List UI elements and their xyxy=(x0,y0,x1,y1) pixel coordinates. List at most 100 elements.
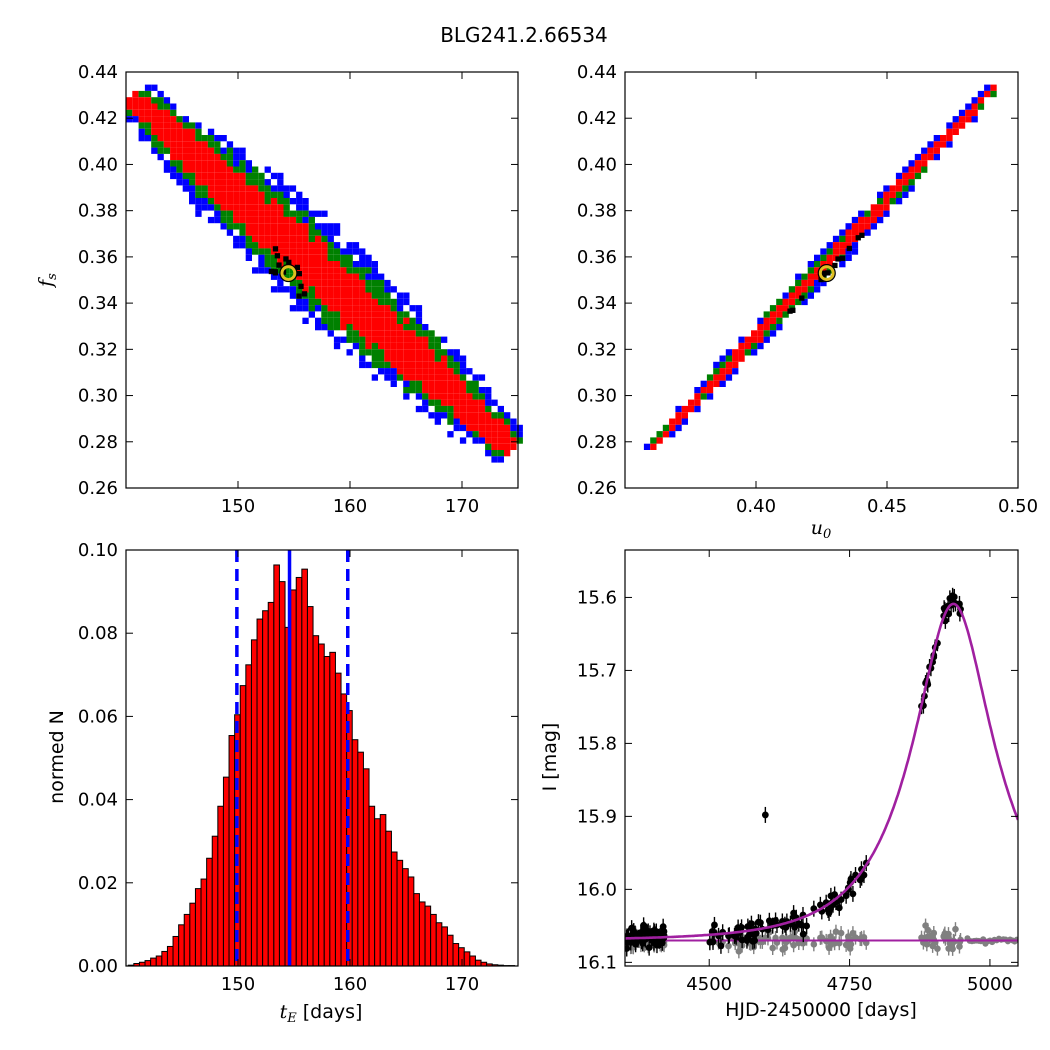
density-cell xyxy=(807,267,814,274)
y-tick-label: 0.00 xyxy=(78,956,118,977)
density-cell-core xyxy=(790,307,796,313)
density-cell xyxy=(927,153,934,161)
density-cell xyxy=(214,210,221,217)
y-tick-label: 0.06 xyxy=(78,706,118,727)
histogram-bar xyxy=(206,857,213,967)
density-cell xyxy=(189,160,196,167)
density-cell xyxy=(365,317,372,324)
density-cell xyxy=(390,305,397,312)
density-cell xyxy=(264,204,271,211)
density-cell xyxy=(359,305,366,312)
density-cell xyxy=(270,210,278,217)
density-cell xyxy=(396,311,404,318)
density-cell xyxy=(189,185,196,192)
density-cell xyxy=(233,172,240,180)
density-cell xyxy=(466,405,473,413)
density-cell xyxy=(669,424,676,432)
density-cell xyxy=(270,191,278,198)
density-cell xyxy=(144,109,152,117)
y-tick-label: 0.36 xyxy=(577,247,617,268)
density-cell xyxy=(258,261,265,268)
density-cell xyxy=(870,223,877,230)
density-cell xyxy=(478,387,486,394)
density-cell xyxy=(333,286,341,293)
density-cell xyxy=(795,273,802,280)
residual-point xyxy=(956,943,963,950)
data-point xyxy=(856,876,864,884)
x-tick-label: 4750 xyxy=(827,974,873,995)
density-cell xyxy=(333,279,341,287)
density-cell xyxy=(883,185,890,192)
density-cell xyxy=(245,223,252,230)
histogram-bar xyxy=(340,693,348,967)
density-cell xyxy=(902,179,909,186)
y-tick-label: 0.40 xyxy=(78,154,118,175)
density-cell xyxy=(839,248,846,255)
data-point xyxy=(658,930,665,938)
density-cell xyxy=(296,198,303,205)
data-point xyxy=(816,901,824,909)
density-cell xyxy=(264,235,271,243)
density-cell xyxy=(371,342,378,350)
histogram-bar xyxy=(357,751,364,967)
density-cell xyxy=(403,368,410,375)
density-cell xyxy=(396,355,404,362)
density-cell xyxy=(396,305,404,312)
density-cell xyxy=(700,387,707,394)
density-cell xyxy=(182,122,189,129)
density-cell xyxy=(207,179,215,186)
x-tick-label: 170 xyxy=(445,974,479,995)
density-cell xyxy=(914,172,922,180)
density-cell xyxy=(308,267,315,274)
tE-histogram-bars xyxy=(127,550,516,967)
data-point xyxy=(646,929,654,937)
density-cell xyxy=(422,342,429,350)
density-cell xyxy=(694,387,701,394)
density-cell xyxy=(441,355,448,362)
density-cell xyxy=(327,235,334,243)
density-cell xyxy=(315,273,322,280)
density-cell xyxy=(352,311,360,318)
density-cell xyxy=(858,223,865,230)
density-cell xyxy=(453,355,460,362)
density-cell xyxy=(176,179,183,186)
density-cell xyxy=(289,185,297,192)
density-cell xyxy=(340,248,347,255)
density-cell xyxy=(371,267,378,274)
density-cell xyxy=(434,374,441,381)
density-cell xyxy=(396,317,404,324)
density-cell xyxy=(738,336,745,343)
density-cell xyxy=(270,198,278,205)
density-cell xyxy=(485,424,492,432)
density-cell xyxy=(170,109,177,117)
density-cell xyxy=(713,361,720,369)
density-cell xyxy=(700,393,707,400)
density-cell xyxy=(195,122,202,129)
density-cell xyxy=(466,418,473,425)
density-cell xyxy=(195,160,202,167)
density-cell xyxy=(441,368,448,375)
density-cell xyxy=(195,147,202,154)
density-cell xyxy=(195,191,202,198)
density-cell xyxy=(927,147,934,154)
density-cell xyxy=(214,160,221,167)
density-cell xyxy=(681,412,688,419)
density-cell xyxy=(270,273,278,280)
density-cell xyxy=(352,330,360,337)
density-cell xyxy=(378,311,385,318)
density-cell xyxy=(283,248,290,255)
density-cell xyxy=(807,286,814,293)
density-cell-core xyxy=(855,235,861,241)
density-cell xyxy=(220,160,227,167)
density-cell xyxy=(434,355,441,362)
density-cell xyxy=(422,393,429,400)
density-cell xyxy=(157,128,164,135)
density-cell xyxy=(409,336,416,343)
density-cell xyxy=(365,279,372,287)
density-cell xyxy=(839,229,846,236)
density-cell xyxy=(289,235,297,243)
density-cell xyxy=(472,431,479,438)
density-cell xyxy=(516,431,523,438)
density-cell xyxy=(434,393,441,400)
density-cell xyxy=(946,122,953,129)
